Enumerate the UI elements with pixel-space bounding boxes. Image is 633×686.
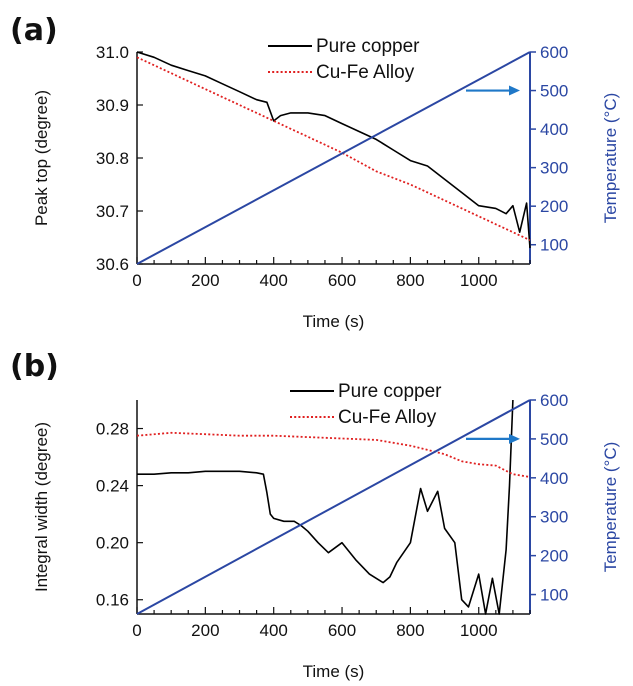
x-axis-label: Time (s)	[303, 662, 365, 681]
panel-label: (a)	[10, 13, 58, 48]
chart-panel-a: (a) 0 200 400 600 800 1000 30.6 30.7 30.8 30.9 31.0…	[10, 13, 620, 331]
legend-label-pure-copper: Pure copper	[316, 36, 420, 57]
y2-tick-label: 400	[540, 120, 568, 139]
y-tick-label: 30.7	[96, 202, 129, 221]
series-line-cu-fe-alloy	[136, 431, 531, 478]
x-tick-label: 600	[328, 271, 356, 290]
y2-tick-label: 100	[540, 236, 568, 255]
y-tick-label: 30.9	[96, 96, 129, 115]
y-tick-label: 0.28	[96, 420, 129, 439]
y-tick-label: 0.24	[96, 477, 129, 496]
x-tick-label: 200	[191, 271, 219, 290]
y2-tick-label: 300	[540, 159, 568, 178]
y2-tick-label: 500	[540, 430, 568, 449]
y2-tick-label: 600	[540, 43, 568, 62]
series-line-temperature	[136, 399, 531, 615]
y2-axis-label: Temperature (°C)	[601, 93, 620, 224]
x-tick-label: 400	[260, 271, 288, 290]
y2-tick-label: 200	[540, 547, 568, 566]
y2-tick-label: 600	[540, 391, 568, 410]
temperature-axis-arrow-head	[509, 85, 520, 96]
legend-label-cu-fe-alloy: Cu-Fe Alloy	[338, 407, 437, 428]
y-tick-label: 0.16	[96, 591, 129, 610]
legend-label-pure-copper: Pure copper	[338, 381, 442, 402]
x-tick-label: 0	[132, 271, 141, 290]
x-tick-label: 200	[191, 621, 219, 640]
y-tick-label: 30.6	[96, 255, 129, 274]
x-tick-label: 600	[328, 621, 356, 640]
x-tick-label: 0	[132, 621, 141, 640]
chart-panel-b: (b) 0 200 400 600 800 1000 0.16 0.20 0.24 0.28 100 2…	[10, 349, 620, 681]
x-tick-label: 800	[396, 621, 424, 640]
y2-tick-label: 300	[540, 508, 568, 527]
y2-tick-label: 500	[540, 82, 568, 101]
x-tick-label: 400	[260, 621, 288, 640]
x-axis-label: Time (s)	[303, 312, 365, 331]
y2-axis-label: Temperature (°C)	[601, 442, 620, 573]
x-tick-label: 800	[396, 271, 424, 290]
y-tick-label: 31.0	[96, 43, 129, 62]
y2-tick-label: 400	[540, 469, 568, 488]
x-tick-label: 1000	[460, 621, 498, 640]
series-line-pure-copper	[137, 399, 514, 615]
y2-tick-label: 100	[540, 586, 568, 605]
y-axis-label: Integral width (degree)	[32, 422, 51, 592]
y2-tick-label: 200	[540, 197, 568, 216]
series-line-temperature	[136, 51, 531, 265]
y-axis-label: Peak top (degree)	[32, 90, 51, 226]
temperature-axis-arrow-head	[509, 433, 520, 444]
series-line-pure-copper	[136, 51, 531, 249]
x-tick-label: 1000	[460, 271, 498, 290]
y-tick-label: 0.20	[96, 534, 129, 553]
legend-label-cu-fe-alloy: Cu-Fe Alloy	[316, 62, 415, 83]
y-tick-label: 30.8	[96, 149, 129, 168]
panel-label: (b)	[10, 349, 59, 384]
